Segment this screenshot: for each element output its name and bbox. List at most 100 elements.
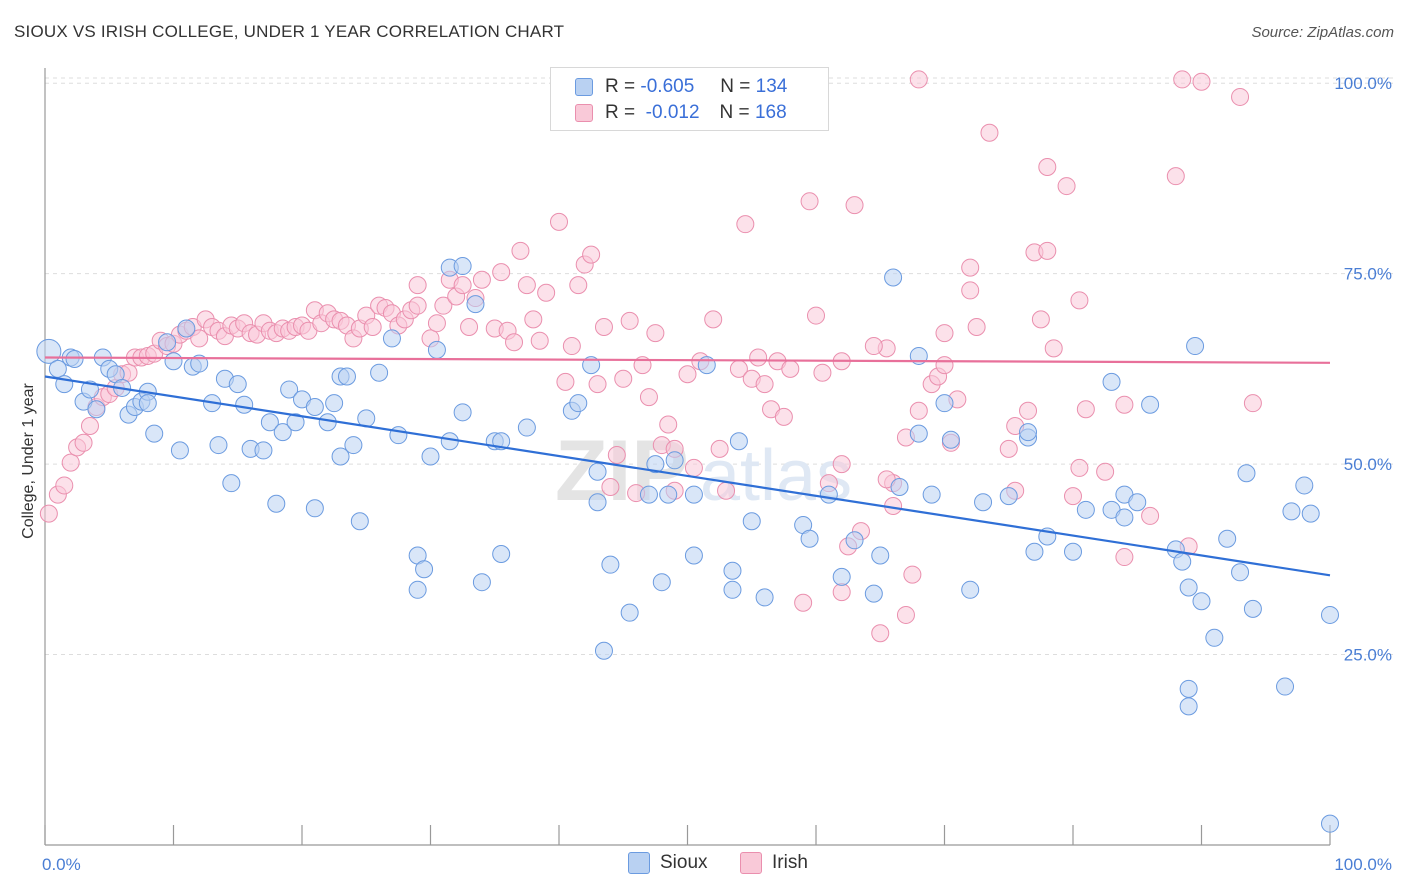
sioux-point [620, 603, 639, 622]
legend-label-irish: Irish [772, 852, 808, 873]
irish-point [1192, 72, 1211, 91]
sioux-point [639, 485, 658, 504]
irish-point [1057, 177, 1076, 196]
grid-lines [45, 77, 1395, 656]
sioux-point [158, 333, 177, 352]
y-tick-label: 75.0% [1344, 265, 1392, 284]
irish-point [845, 196, 864, 215]
irish-point [569, 276, 588, 295]
irish-point [363, 318, 382, 336]
irish-point [1031, 310, 1050, 329]
irish-point [582, 245, 601, 264]
irish-swatch [575, 104, 593, 122]
sioux-point [382, 329, 401, 348]
sioux-point [170, 441, 189, 460]
irish-point [794, 593, 813, 612]
irish-point [800, 192, 819, 211]
irish-point [614, 369, 633, 388]
sioux-point [723, 561, 742, 580]
irish-point [1231, 87, 1250, 106]
sioux-point [588, 493, 607, 512]
irish-point [1115, 548, 1134, 567]
sioux-point [646, 455, 665, 474]
irish-point [492, 263, 511, 282]
sioux-point [1179, 679, 1198, 698]
irish-point [434, 296, 453, 315]
irish-point [511, 241, 530, 260]
irish-point [1096, 462, 1115, 481]
irish-point [909, 401, 928, 420]
sioux-point [890, 477, 909, 496]
legend-item-sioux[interactable]: Sioux [628, 852, 708, 874]
r-value: -0.012 [645, 102, 700, 123]
sioux-point [1243, 599, 1262, 618]
irish-point [537, 283, 556, 302]
irish-point [774, 407, 793, 426]
sioux-point [164, 352, 183, 371]
irish-point [684, 458, 703, 477]
irish-point [594, 318, 613, 336]
sioux-point [832, 567, 851, 586]
sioux-point [845, 531, 864, 550]
irish-point [909, 70, 928, 89]
n-value: 134 [755, 76, 788, 97]
sioux-point [884, 268, 903, 287]
sioux-point [517, 418, 536, 437]
sioux-point [190, 354, 209, 373]
irish-point [832, 455, 851, 474]
irish-point [601, 477, 620, 496]
sioux-point [864, 584, 883, 603]
irish-point [1038, 158, 1057, 177]
sioux-point [344, 436, 363, 455]
irish-point [55, 476, 74, 495]
sioux-swatch [575, 78, 593, 96]
n-label: N = [719, 102, 750, 123]
sioux-point [370, 363, 389, 382]
sioux-point [337, 367, 356, 386]
irish-point [999, 439, 1018, 458]
irish-point [427, 314, 446, 333]
sioux-point [871, 546, 890, 565]
sioux-point [222, 474, 241, 493]
sioux-point [440, 432, 459, 451]
sioux-point [941, 430, 960, 449]
irish-point [1173, 70, 1192, 89]
legend-item-irish[interactable]: Irish [740, 852, 808, 874]
sioux-point [1237, 464, 1256, 483]
sioux-point [65, 349, 84, 368]
sioux-point [177, 319, 196, 338]
sioux-point [260, 413, 279, 432]
irish-point [717, 481, 736, 500]
y-tick-label: 100.0% [1334, 74, 1392, 93]
irish-point [896, 605, 915, 624]
irish-point [1076, 400, 1095, 419]
sioux-point [1128, 493, 1147, 512]
sioux-point [466, 295, 485, 314]
irish-point [61, 453, 80, 472]
sioux-point [659, 485, 678, 504]
sioux-point [1102, 372, 1121, 391]
sioux-point [145, 424, 164, 443]
sioux-point [273, 423, 292, 442]
irish-point [935, 356, 954, 375]
irish-point [550, 212, 568, 231]
sioux-point [755, 588, 774, 607]
sioux-point [235, 395, 254, 414]
irish-point [408, 276, 427, 295]
stats-legend: R = -0.605 N = 134 R = -0.012 N = 168 [550, 67, 829, 131]
sioux-point [1321, 605, 1339, 624]
irish-point [961, 281, 980, 300]
sioux-point [684, 485, 703, 504]
sioux-point [138, 394, 157, 413]
sioux-point [87, 400, 106, 419]
x-tick-label: 100.0% [1334, 855, 1392, 874]
sioux-point [36, 338, 62, 364]
sioux-point [1321, 814, 1339, 833]
sioux-point [1179, 697, 1198, 716]
sioux-point [209, 436, 228, 455]
r-label: R = [605, 102, 636, 123]
irish-point [749, 348, 768, 367]
sioux-point [1186, 337, 1205, 356]
irish-point [607, 445, 626, 464]
